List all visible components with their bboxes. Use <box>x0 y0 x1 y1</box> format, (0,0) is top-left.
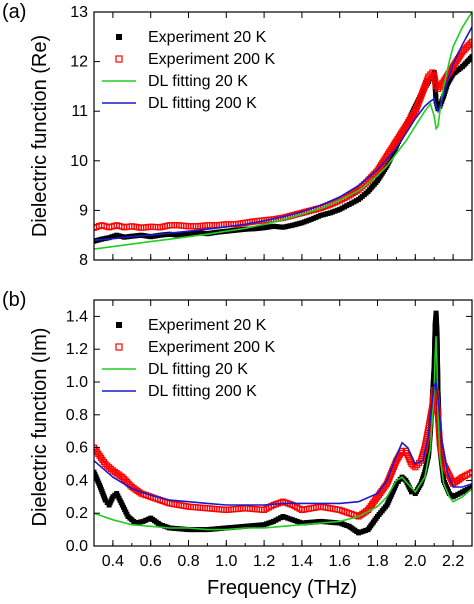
y-tick-label: 9 <box>79 202 88 219</box>
panel-b-plot: 0.4 0.6 0.8 1.0 1.2 1.4 1.6 1.8 2.0 2.2 0.0 0.2 0.4 0… <box>66 299 473 570</box>
legend-label: Experiment 20 K <box>148 29 267 46</box>
x-tick-label: 1.0 <box>215 553 237 570</box>
series-group-b <box>94 310 472 536</box>
series-b-experiment-20-k-point <box>469 484 472 490</box>
series-b-experiment-200-k-point <box>102 460 109 468</box>
panel-a-plot: 8 9 10 11 12 13 Experiment 20 K Experiment 200 … <box>70 4 473 269</box>
plot-frame-a <box>93 11 473 261</box>
panel-label-a: (a) <box>2 1 26 23</box>
series-b-experiment-20-k-point <box>133 520 139 526</box>
x-tick-label: 0.8 <box>177 553 199 570</box>
legend-label: Experiment 200 K <box>148 51 276 68</box>
series-a-dl-fitting-200-k-line <box>94 26 472 241</box>
y-tick-label: 1.4 <box>66 308 88 325</box>
series-a-experiment-200-k-point <box>468 38 472 45</box>
y-axis-title-a: Dielectric function (Re) <box>29 35 51 237</box>
legend-swatch <box>115 55 123 63</box>
y-axis-title-b: Dielectric function (Im) <box>29 328 51 527</box>
legend-b: Experiment 20 K Experiment 200 K DL fittin… <box>102 317 276 400</box>
plot-frame-b <box>93 299 473 547</box>
series-a-experiment-200-k-point <box>459 48 466 55</box>
y-tick-label: 0.4 <box>66 472 88 489</box>
series-b-experiment-200-k-point <box>408 460 415 468</box>
x-tick-label: 1.2 <box>253 553 275 570</box>
y-tick-label: 0.6 <box>66 440 88 457</box>
series-b-dl-fitting-200-k-line <box>94 379 472 506</box>
x-axis-title: Frequency (THz) <box>207 577 357 599</box>
x-tick-label: 1.6 <box>329 553 351 570</box>
series-b-dl-fitting-20-k-line <box>94 336 472 531</box>
y-tick-label: 13 <box>70 4 88 21</box>
legend-label: Experiment 20 K <box>148 317 267 334</box>
y-tick-label: 1.2 <box>66 341 88 358</box>
x-tick-label: 1.8 <box>366 553 388 570</box>
legend-swatch <box>116 34 122 40</box>
legend-a: Experiment 20 K Experiment 200 K DL fittin… <box>102 29 276 112</box>
series-a-experiment-20-k-point <box>114 232 120 238</box>
x-tick-label: 0.6 <box>140 553 162 570</box>
series-b-experiment-20-k-point <box>409 489 415 495</box>
legend-swatch <box>115 343 123 351</box>
y-tick-label: 0.2 <box>66 505 88 522</box>
x-tick-label: 2.2 <box>442 553 464 570</box>
series-a-experiment-20-k-point <box>469 54 472 60</box>
legend-swatch <box>116 322 122 328</box>
legend-label: DL fitting 200 K <box>148 95 257 112</box>
series-b-experiment-200-k <box>94 387 472 520</box>
x-tick-label: 1.4 <box>291 553 313 570</box>
series-group-a <box>94 12 472 250</box>
series-a-dl-fitting-20-k-line <box>94 12 472 250</box>
y-tick-label: 0.0 <box>66 538 88 555</box>
y-tick-label: 0.8 <box>66 407 88 424</box>
series-b-experiment-200-k-point <box>119 474 126 481</box>
y-tick-label: 12 <box>70 54 88 71</box>
y-tick-label: 8 <box>79 252 88 269</box>
legend-label: DL fitting 20 K <box>148 73 248 90</box>
legend-label: Experiment 200 K <box>148 339 276 356</box>
x-tick-label: 0.4 <box>102 553 124 570</box>
x-tick-label: 2.0 <box>404 553 426 570</box>
y-tick-label: 11 <box>71 103 88 120</box>
series-b-experiment-200-k-point <box>468 469 472 476</box>
legend-label: DL fitting 20 K <box>148 361 248 378</box>
panel-label-b: (b) <box>2 289 26 311</box>
y-tick-label: 10 <box>70 153 88 170</box>
series-a-experiment-20-k-point <box>106 235 112 241</box>
legend-label: DL fitting 200 K <box>148 383 257 400</box>
y-tick-label: 1.0 <box>66 374 88 391</box>
series-b-experiment-20-k-point <box>140 518 146 524</box>
